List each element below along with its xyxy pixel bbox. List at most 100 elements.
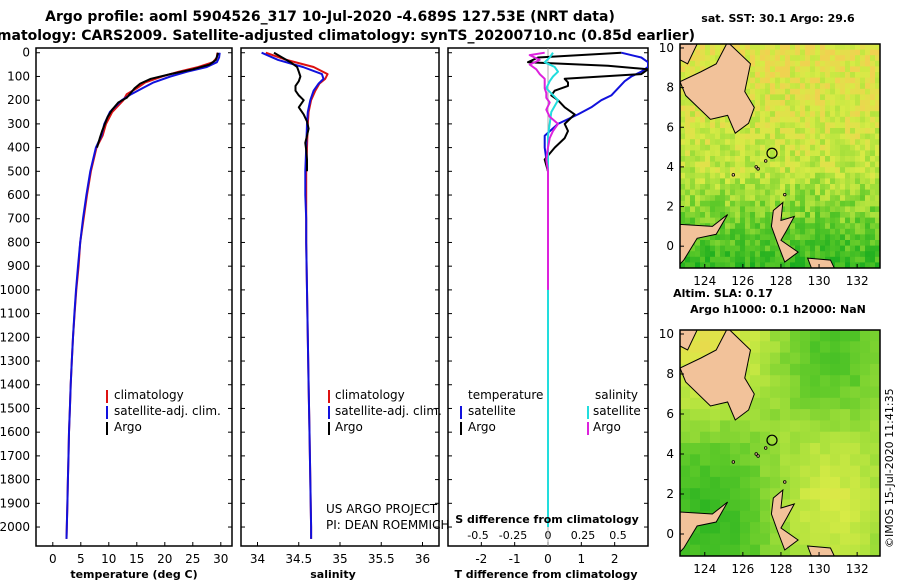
map-cell <box>785 228 791 235</box>
map-cell <box>750 60 756 67</box>
map-cell <box>875 83 880 90</box>
map-cell <box>860 105 866 112</box>
map-cell <box>810 77 816 84</box>
map-cell <box>790 240 796 247</box>
map-cell <box>840 533 851 546</box>
map-cell <box>705 178 711 185</box>
map-cell <box>830 88 836 95</box>
map-cell <box>785 111 791 118</box>
map-cell <box>755 60 761 67</box>
map-cell <box>860 375 871 388</box>
map-cell <box>855 245 861 252</box>
map-cell <box>760 499 771 512</box>
map-cell <box>865 111 871 118</box>
map-cell <box>850 234 856 241</box>
map-cell <box>850 476 861 489</box>
map-cell <box>875 116 880 123</box>
map-cell <box>740 240 746 247</box>
depth-tick-label: 1800 <box>0 473 30 487</box>
map-cell <box>680 111 686 118</box>
map-cell <box>870 133 876 140</box>
map-cell <box>835 44 841 51</box>
map-cell <box>795 94 801 101</box>
map-cell <box>680 184 686 191</box>
map-cell <box>850 44 856 51</box>
map-cell <box>700 184 706 191</box>
map-cell <box>740 144 746 151</box>
map-cell <box>865 144 871 151</box>
x-tick-label: 36 <box>415 552 430 566</box>
map-cell <box>760 128 766 135</box>
map-cell <box>820 228 826 235</box>
map-cell <box>695 150 701 157</box>
map-cell <box>740 431 751 444</box>
legend-satellite-adj: satellite-adj. clim. <box>335 404 442 418</box>
map-cell <box>830 409 841 421</box>
map-cell <box>755 251 761 258</box>
map-cell <box>830 116 836 123</box>
salinity-panel-frame <box>240 47 440 547</box>
map-cell <box>785 49 791 56</box>
map-cell <box>720 189 726 196</box>
map-cell <box>790 49 796 56</box>
map-cell <box>870 386 880 399</box>
map-cell <box>735 156 741 163</box>
map-cell <box>850 49 856 56</box>
map-cell <box>800 510 811 523</box>
map-cell <box>810 522 821 534</box>
depth-tick-label: 1100 <box>0 307 30 321</box>
map-cell <box>680 200 686 207</box>
map-cell <box>840 488 851 501</box>
map-field <box>680 330 880 556</box>
map-cell <box>795 60 801 67</box>
map-cell <box>875 161 880 168</box>
map-cell <box>745 88 751 95</box>
map-cell <box>795 256 801 263</box>
altimetry-sla-label: Altim. SLA: 0.17 <box>673 287 773 300</box>
map-cell <box>740 212 746 219</box>
map-cell <box>840 111 846 118</box>
map-cell <box>765 122 771 129</box>
map-cell <box>810 330 821 342</box>
map-cell <box>800 476 811 489</box>
map-cell <box>855 83 861 90</box>
islet <box>756 167 760 171</box>
map-cell <box>775 156 781 163</box>
map-cell <box>715 49 721 56</box>
map-cell <box>860 256 866 263</box>
map-cell <box>770 195 776 202</box>
map-cell <box>840 212 846 219</box>
map-cell <box>710 245 716 252</box>
map-cell <box>700 139 706 146</box>
map-cell <box>800 116 806 123</box>
map-cell <box>725 161 731 168</box>
map-cell <box>745 133 751 140</box>
map-cell <box>720 454 731 467</box>
map-cell <box>800 223 806 230</box>
map-cell <box>875 217 880 224</box>
map-cell <box>770 178 776 185</box>
map-x-tick-label: 124 <box>693 562 716 576</box>
map-cell <box>780 465 791 478</box>
map-cell <box>765 55 771 62</box>
map-cell <box>795 72 801 79</box>
map-cell <box>785 94 791 101</box>
islet <box>764 446 768 450</box>
map-cell <box>870 116 876 123</box>
map-cell <box>820 341 831 354</box>
map-y-tick-label: 2 <box>666 487 674 501</box>
map-cell <box>855 72 861 79</box>
map-cell <box>715 240 721 247</box>
map-cell <box>715 234 721 241</box>
map-cell <box>740 217 746 224</box>
map-cell <box>870 144 876 151</box>
map-cell <box>865 195 871 202</box>
map-cell <box>830 330 841 342</box>
map-cell <box>810 212 816 219</box>
map-cell <box>740 510 751 523</box>
map-cell <box>740 139 746 146</box>
map-cell <box>840 217 846 224</box>
map-cell <box>845 228 851 235</box>
map-cell <box>690 256 696 263</box>
map-cell <box>785 133 791 140</box>
